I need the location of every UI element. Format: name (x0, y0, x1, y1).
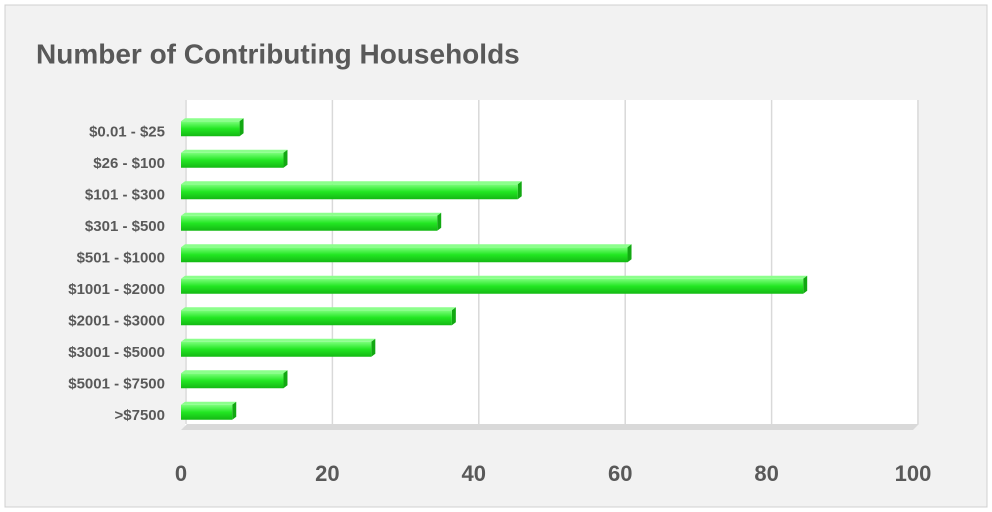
bar (181, 181, 522, 200)
y-tick-label: $0.01 - $25 (89, 124, 165, 141)
x-tick-label: 0 (175, 461, 187, 486)
y-tick-label: $5001 - $7500 (68, 376, 165, 393)
bar (181, 275, 808, 294)
x-tick-label: 60 (608, 461, 632, 486)
bar (181, 338, 376, 357)
chart-title: Number of Contributing Households (36, 38, 520, 69)
bar (181, 370, 288, 389)
bar (181, 149, 288, 168)
y-tick-label: $101 - $300 (85, 187, 165, 204)
bar (181, 212, 442, 231)
x-tick-label: 40 (462, 461, 486, 486)
y-tick-label: $301 - $500 (85, 218, 165, 235)
bar (181, 401, 237, 420)
x-tick-label: 100 (895, 461, 932, 486)
bar (181, 307, 456, 326)
y-tick-label: $2001 - $3000 (68, 313, 165, 330)
y-tick-label: $3001 - $5000 (68, 344, 165, 361)
y-tick-label: $26 - $100 (93, 155, 165, 172)
plot-area (185, 100, 917, 426)
x-tick-label: 80 (754, 461, 778, 486)
bar (181, 118, 244, 137)
y-tick-label: $1001 - $2000 (68, 281, 165, 298)
floor (181, 424, 919, 430)
x-tick-label: 20 (315, 461, 339, 486)
y-tick-label: $501 - $1000 (77, 250, 165, 267)
bar (181, 244, 632, 263)
y-tick-label: >$7500 (115, 407, 165, 424)
